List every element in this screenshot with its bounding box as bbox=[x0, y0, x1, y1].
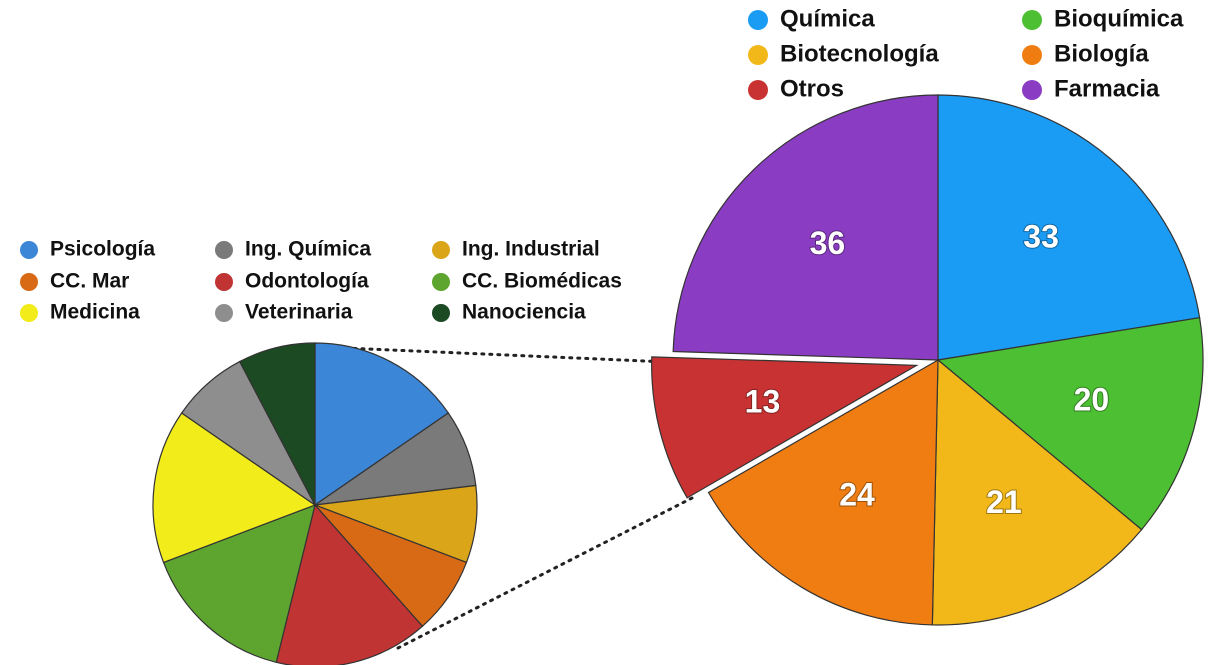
data-label: 33 bbox=[1023, 218, 1059, 254]
legend-label: Farmacia bbox=[1054, 75, 1160, 102]
data-label: 13 bbox=[745, 383, 781, 419]
data-label: 36 bbox=[810, 225, 846, 261]
legend-marker bbox=[748, 80, 768, 100]
legend-marker bbox=[432, 241, 450, 259]
data-label: 20 bbox=[1074, 381, 1110, 417]
pie-slice bbox=[314, 342, 450, 507]
legend-marker bbox=[1022, 45, 1042, 65]
legend-marker bbox=[748, 45, 768, 65]
legend-label: Biotecnología bbox=[780, 40, 939, 67]
pie-slice bbox=[931, 358, 1143, 626]
pie-slice bbox=[162, 504, 316, 664]
legend-label: Química bbox=[780, 5, 875, 32]
legend-label: Ing. Química bbox=[245, 238, 371, 261]
legend-label: CC. Biomédicas bbox=[462, 270, 622, 293]
legend-marker bbox=[1022, 10, 1042, 30]
legend-marker bbox=[20, 304, 38, 322]
legend-label: Bioquímica bbox=[1054, 5, 1184, 32]
legend-marker bbox=[215, 241, 233, 259]
legend-label: Veterinaria bbox=[245, 301, 353, 324]
legend-marker bbox=[20, 273, 38, 291]
pie-slice bbox=[937, 94, 1201, 361]
pie-slice bbox=[238, 342, 316, 506]
legend-label: Biología bbox=[1054, 40, 1149, 67]
legend-marker bbox=[432, 304, 450, 322]
data-label: 24 bbox=[839, 476, 875, 512]
pie-slice bbox=[707, 358, 939, 626]
connector-line bbox=[320, 345, 670, 364]
pie-slice bbox=[672, 94, 939, 361]
pie-slice bbox=[936, 317, 1204, 531]
legend-label: CC. Mar bbox=[50, 270, 129, 293]
legend-label: Psicología bbox=[50, 238, 155, 261]
legend-marker bbox=[215, 273, 233, 291]
legend-label: Nanociencia bbox=[462, 301, 586, 324]
pie-slice bbox=[651, 356, 919, 499]
legend-marker bbox=[432, 273, 450, 291]
pie-slice bbox=[152, 412, 317, 564]
legend-marker bbox=[215, 304, 233, 322]
legend-label: Ing. Industrial bbox=[462, 238, 600, 261]
legend-label: Odontología bbox=[245, 270, 369, 293]
data-label: 21 bbox=[986, 484, 1022, 520]
legend-label: Otros bbox=[780, 75, 844, 102]
legend-marker bbox=[1022, 80, 1042, 100]
legend-label: Medicina bbox=[50, 301, 140, 324]
connector-line bbox=[396, 494, 698, 650]
legend-marker bbox=[748, 10, 768, 30]
legend-marker bbox=[20, 241, 38, 259]
